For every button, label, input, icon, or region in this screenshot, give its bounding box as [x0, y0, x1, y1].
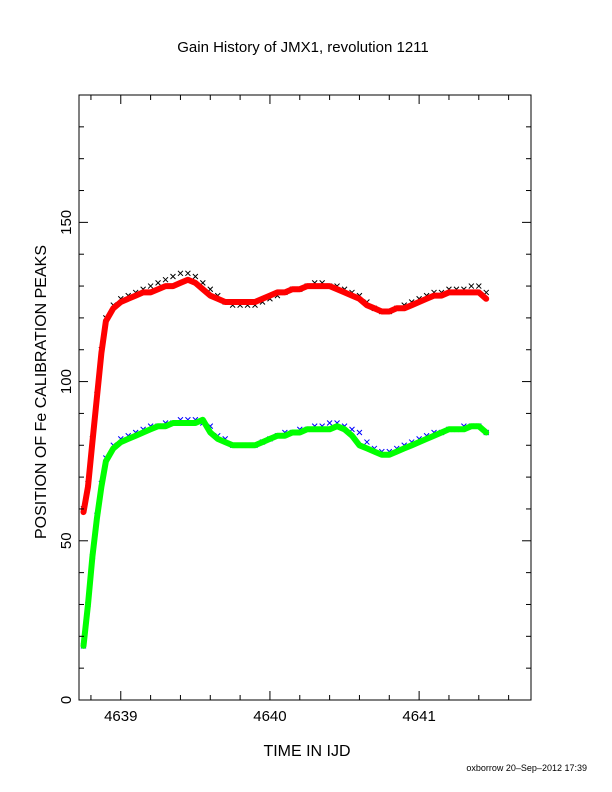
- series-0-point: [468, 283, 475, 289]
- y-tick-label: 100: [58, 369, 75, 394]
- y-axis-label: POSITION OF Fe CALIBRATION PEAKS: [33, 245, 50, 539]
- series-3: [80, 416, 490, 649]
- y-tick-label: 150: [58, 210, 75, 235]
- y-axis: 0 50 100 150: [58, 126, 531, 704]
- x-tick-label: 4639: [104, 708, 137, 725]
- series-2: [80, 416, 490, 649]
- y-tick-label: 50: [58, 532, 75, 549]
- series-1: [80, 276, 490, 516]
- series-0-point: [177, 270, 184, 277]
- x-axis: 4639 4640 4641: [90, 95, 510, 725]
- series-2-point: [326, 420, 333, 426]
- series-0-point: [475, 283, 482, 289]
- y-tick-label: 0: [58, 696, 75, 704]
- plot-frame: [78, 94, 532, 701]
- series-2-point: [364, 439, 370, 445]
- chart-title: Gain History of JMX1, revolution 1211: [177, 39, 429, 56]
- series-0-point: [162, 276, 169, 283]
- series-1-fit-line: [80, 276, 490, 516]
- series-0-point: [192, 273, 199, 280]
- series-2-point: [356, 429, 363, 436]
- series-0: [80, 270, 490, 512]
- series-0-point: [155, 280, 161, 286]
- x-axis-label: TIME IN IJD: [263, 743, 350, 760]
- series-0-point: [147, 283, 154, 289]
- x-tick-label: 4640: [253, 708, 286, 725]
- series-3-fit-line: [80, 416, 490, 649]
- series-0-point: [170, 273, 176, 280]
- x-tick-label: 4641: [402, 708, 435, 725]
- footer-credit: oxborrow 20–Sep–2012 17:39: [466, 763, 587, 773]
- series-0-point: [185, 270, 191, 277]
- plot-area: [80, 270, 490, 649]
